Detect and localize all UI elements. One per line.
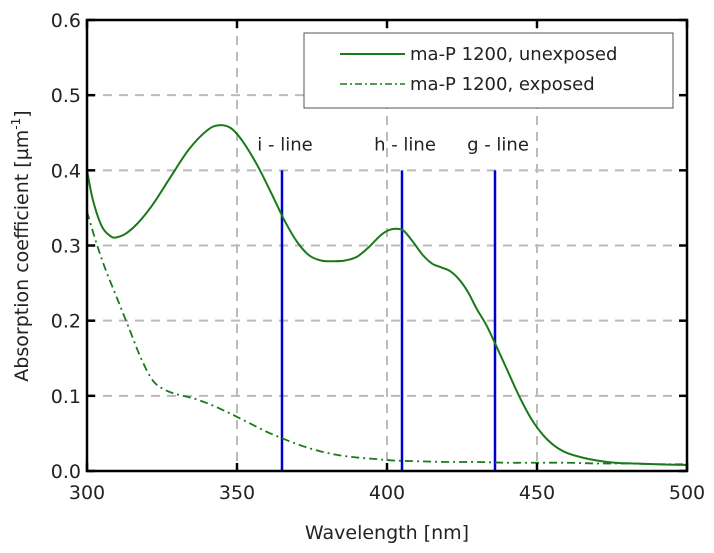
legend-box: [303, 32, 674, 109]
y-tick-label: 0.6: [51, 10, 81, 32]
y-tick-label: 0.4: [51, 160, 81, 182]
y-axis-title-superscript: -1: [9, 118, 23, 130]
y-tick-label: 0.2: [51, 311, 81, 333]
series-group: [86, 124, 688, 466]
spectral-line-label: g - line: [467, 134, 529, 155]
x-tick-label: 450: [519, 482, 555, 504]
series-line-exposed: [86, 211, 688, 466]
spectral-line-label: i - line: [257, 134, 312, 155]
series-line-unexposed: [86, 124, 688, 466]
legend-label-unexposed: ma-P 1200, unexposed: [410, 44, 617, 65]
y-tick-labels: 0.0 0.1 0.2 0.3 0.4 0.5 0.6: [51, 10, 81, 483]
y-axis-title-suffix: ]: [11, 110, 33, 117]
y-tick-label: 0.1: [51, 386, 81, 408]
y-axis-title-main: Absorption coefficient [µm: [11, 130, 33, 382]
x-tick-label: 400: [369, 482, 405, 504]
axis-ticks: [85, 18, 689, 473]
x-tick-label: 350: [219, 482, 255, 504]
x-axis-title: Wavelength [nm]: [305, 522, 469, 544]
spectral-line-labels: i - line h - line g - line: [257, 134, 529, 155]
x-tick-label: 500: [669, 482, 705, 504]
legend-label-exposed: ma-P 1200, exposed: [410, 74, 595, 95]
spectral-lines: [280, 170, 497, 471]
y-tick-label: 0.5: [51, 85, 81, 107]
spectral-line-label: h - line: [374, 134, 436, 155]
y-axis-title: Absorption coefficient [µm-1]: [9, 110, 33, 381]
y-tick-label: 0.0: [51, 461, 81, 483]
legend: ma-P 1200, unexposed ma-P 1200, exposed: [303, 32, 674, 109]
y-tick-label: 0.3: [51, 236, 81, 258]
x-tick-label: 300: [69, 482, 105, 504]
x-tick-labels: 300 350 400 450 500: [69, 482, 705, 504]
